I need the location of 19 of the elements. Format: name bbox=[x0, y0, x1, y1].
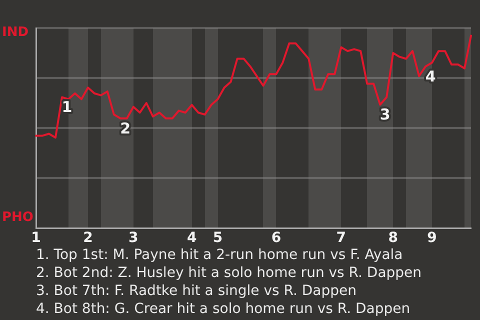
text: 3. Bot 7th: F. Radtke hit a single vs R. Dappen bbox=[36, 282, 358, 300]
x-tick-label: 7 bbox=[336, 230, 346, 246]
text: 1. Top 1st: M. Payne hit a 2-run home run vs F. Ayala bbox=[36, 246, 404, 264]
text: PHO bbox=[2, 210, 34, 225]
x-tick-label: 9 bbox=[427, 230, 437, 246]
x-tick-label: 6 bbox=[271, 230, 282, 246]
text: 4. Bot 8th: G. Crear hit a solo home run vs R. Dappen bbox=[36, 300, 412, 318]
annotation: 2 bbox=[120, 119, 131, 138]
x-tick-label: 3 bbox=[128, 230, 138, 246]
x-tick-label: 2 bbox=[83, 230, 93, 246]
x-tick-label: 4 bbox=[186, 230, 197, 246]
text: IND bbox=[2, 25, 29, 40]
x-tick-label: 8 bbox=[388, 230, 398, 246]
x-tick-label: 1 bbox=[31, 230, 41, 246]
text: 2. Bot 2nd: Z. Husley hit a solo home run vs R. Dappen bbox=[36, 264, 422, 282]
annotation: 4 bbox=[425, 67, 436, 86]
annotation: 3 bbox=[380, 106, 390, 124]
x-tick-label: 5 bbox=[212, 230, 223, 246]
annotation: 1 bbox=[62, 98, 72, 116]
